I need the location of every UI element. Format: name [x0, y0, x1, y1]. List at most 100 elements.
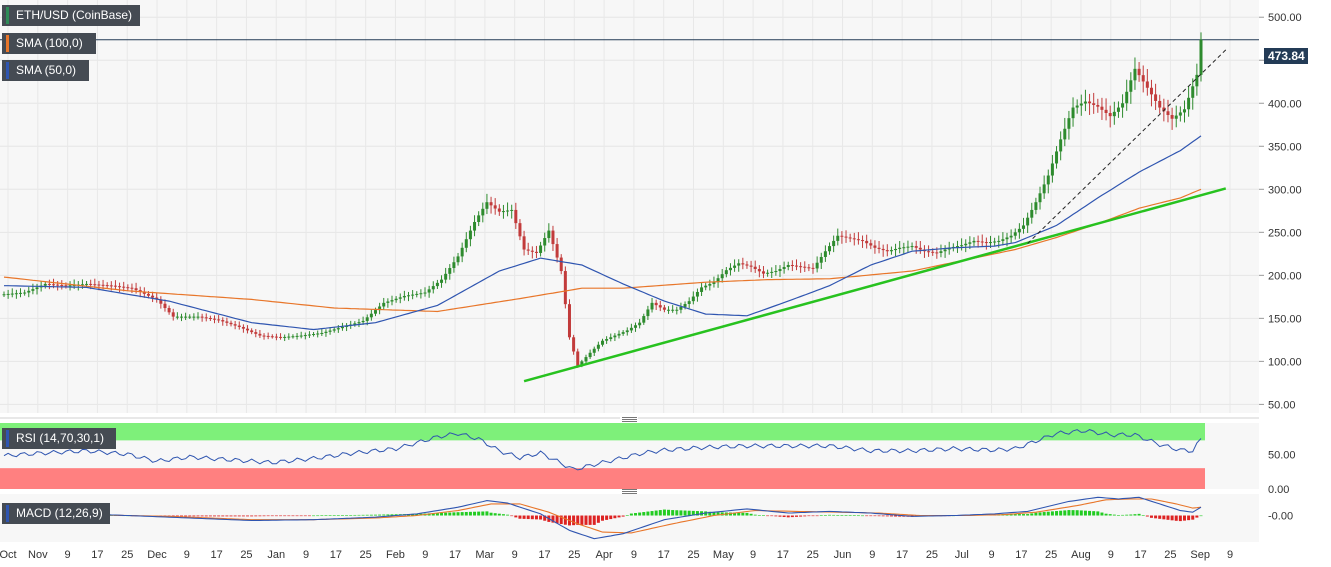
macd-histogram-bar [1013, 514, 1017, 516]
legend-rsi[interactable]: RSI (14,70,30,1) [2, 428, 116, 449]
candle-body [497, 208, 501, 212]
candle-body [101, 284, 105, 286]
candle-body [1158, 100, 1162, 108]
macd-histogram-bar [757, 515, 761, 516]
candle-body [109, 285, 113, 287]
macd-histogram-bar [208, 515, 212, 517]
candle-body [914, 246, 918, 248]
candle-body [625, 330, 629, 333]
macd-histogram-bar [1162, 515, 1166, 520]
candle-body [208, 318, 212, 320]
macd-histogram-bar [336, 515, 340, 516]
macd-histogram-bar [803, 515, 807, 517]
macd-histogram-bar [196, 515, 200, 517]
macd-histogram-bar [1104, 513, 1108, 516]
candle-body [576, 351, 580, 366]
x-tick-label: 25 [121, 549, 133, 561]
candle-body [943, 249, 947, 252]
macd-histogram-bar [646, 511, 650, 516]
main-series [0, 32, 1259, 383]
candle-body [126, 287, 130, 289]
candle-body [803, 266, 807, 268]
macd-histogram-bar [518, 515, 522, 519]
macd-histogram-bar [1096, 511, 1100, 516]
x-tick-label: 9 [631, 549, 637, 561]
candle-body [1166, 111, 1170, 116]
candle-body [233, 324, 237, 326]
macd-histogram-bar [1191, 515, 1195, 520]
candle-body [213, 318, 217, 320]
candle-body [435, 282, 439, 287]
candle-body [935, 252, 939, 254]
candle-body [1013, 232, 1017, 236]
candle-body [506, 210, 510, 212]
x-tick-label: Jul [955, 549, 969, 561]
macd-histogram-bar [299, 515, 303, 517]
candle-body [93, 284, 97, 286]
candle-body [1083, 101, 1087, 104]
candle-body [295, 335, 299, 337]
legend-main-series[interactable]: ETH/USD (CoinBase) [2, 5, 140, 26]
candle-body [869, 243, 873, 246]
macd-histogram-bar [353, 514, 357, 516]
macd-histogram-bar [675, 510, 679, 516]
candle-body [171, 312, 175, 317]
candle-body [1145, 81, 1149, 88]
macd-histogram-bar [464, 511, 468, 516]
y-axis-labels: 500.00450.00400.00350.00300.00250.00200.… [1259, 12, 1302, 523]
candle-body [1075, 105, 1079, 108]
macd-histogram-bar [456, 512, 460, 516]
macd-histogram-bar [477, 511, 481, 516]
macd-histogram-bar [848, 515, 852, 516]
candle-body [481, 208, 485, 216]
macd-histogram-bar [1088, 510, 1092, 516]
y-tick-label: 300.00 [1268, 184, 1302, 196]
rsi-overbought-zone [0, 423, 1205, 441]
candle-body [105, 285, 109, 287]
macd-histogram-bar [1055, 511, 1059, 516]
x-tick-label: 17 [896, 549, 908, 561]
candle-body [118, 286, 122, 288]
legend-sma50[interactable]: SMA (50,0) [2, 60, 89, 81]
macd-histogram-bar [510, 515, 514, 517]
candle-body [1034, 202, 1038, 210]
candle-body [716, 278, 720, 283]
candle-body [97, 284, 101, 286]
candle-body [584, 357, 588, 362]
candle-body [6, 293, 10, 295]
candle-body [794, 265, 798, 267]
macd-histogram-bar [382, 514, 386, 516]
candle-body [704, 285, 708, 288]
candle-body [35, 287, 39, 290]
candle-body [766, 272, 770, 274]
candle-body [402, 295, 406, 298]
resize-handle-rsi[interactable] [620, 416, 638, 422]
macd-histogram-bar [1038, 512, 1042, 516]
resize-handle-macd[interactable] [622, 489, 637, 494]
macd-histogram-bar [877, 515, 881, 517]
candle-body [881, 248, 885, 251]
macd-histogram-bar [737, 512, 741, 516]
candle-body [31, 289, 35, 291]
x-tick-label: Dec [147, 549, 167, 561]
candle-body [291, 336, 295, 338]
macd-histogram-bar [1145, 515, 1149, 517]
x-tick-label: 25 [240, 549, 252, 561]
macd-histogram-bar [563, 515, 567, 525]
macd-histogram-bar [283, 515, 287, 517]
candle-body [192, 316, 196, 318]
legend-macd[interactable]: MACD (12,26,9) [2, 503, 110, 524]
y-tick-label: 100.00 [1268, 356, 1302, 368]
candle-body [988, 242, 992, 244]
candle-body [828, 246, 832, 252]
candle-body [386, 301, 390, 303]
macd-histogram-bar [836, 515, 840, 516]
candle-body [353, 323, 357, 325]
macd-histogram-bar [312, 515, 316, 517]
candle-body [1112, 111, 1116, 117]
macd-histogram-bar [328, 515, 332, 516]
legend-rsi-text: RSI (14,70,30,1) [16, 431, 105, 445]
legend-sma100[interactable]: SMA (100,0) [2, 33, 96, 54]
candle-body [737, 263, 741, 266]
candle-body [906, 246, 910, 248]
